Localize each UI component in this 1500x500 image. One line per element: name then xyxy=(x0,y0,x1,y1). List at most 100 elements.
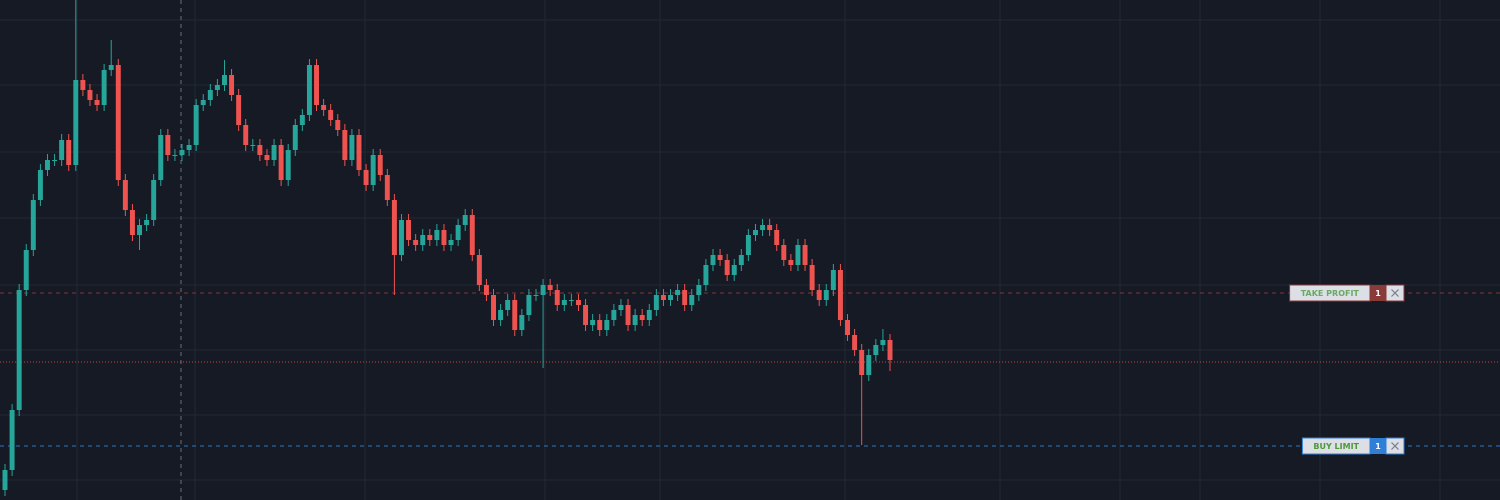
candle-body xyxy=(597,320,603,330)
candle-body xyxy=(342,130,348,160)
candle-body xyxy=(80,80,86,90)
candle-body xyxy=(568,300,574,301)
candle-body xyxy=(462,215,468,225)
candle-body xyxy=(59,140,65,160)
candle-body xyxy=(172,155,178,156)
candle-body xyxy=(788,260,794,265)
candle-body xyxy=(186,145,192,150)
candle-body xyxy=(866,355,872,375)
candle-body xyxy=(384,175,390,200)
candle-body xyxy=(165,135,171,155)
candle-body xyxy=(257,145,263,155)
candle-body xyxy=(660,295,666,300)
candle-body xyxy=(87,90,93,100)
candle-body xyxy=(356,135,362,170)
candle-body xyxy=(434,230,440,240)
candle-body xyxy=(547,285,553,290)
candle-body xyxy=(710,255,716,265)
candle-body xyxy=(207,90,213,100)
candle-body xyxy=(349,135,355,160)
candle-body xyxy=(448,240,454,245)
candle-body xyxy=(774,230,780,245)
candle-body xyxy=(845,320,850,335)
candle-body xyxy=(852,335,858,350)
candle-body xyxy=(455,225,461,240)
candle-body xyxy=(795,245,801,265)
candle-body xyxy=(767,225,773,230)
order-quantity-box xyxy=(1370,438,1386,454)
order-label[interactable]: TAKE PROFIT 1 xyxy=(1289,284,1405,302)
candle-body xyxy=(23,250,29,290)
candle-body xyxy=(115,65,121,180)
candle-body xyxy=(802,245,808,265)
candle-body xyxy=(505,300,511,310)
candle-body xyxy=(526,295,532,315)
order-quantity: 1 xyxy=(1375,442,1381,451)
candle-body xyxy=(887,340,893,360)
candle-body xyxy=(285,150,291,180)
candle-body xyxy=(363,170,369,185)
order-label-text: TAKE PROFIT xyxy=(1301,289,1360,298)
candle-body xyxy=(753,230,758,235)
candle-body xyxy=(413,240,419,245)
candle-body xyxy=(611,310,617,320)
candle-body xyxy=(498,310,504,320)
candle-body xyxy=(781,245,787,260)
candle-body xyxy=(144,220,150,225)
candle-body xyxy=(731,265,737,275)
candle-body xyxy=(469,215,475,255)
candle-body xyxy=(576,300,581,305)
candle-body xyxy=(94,100,100,105)
candle-body xyxy=(873,345,879,355)
candle-body xyxy=(561,300,567,305)
candle-body xyxy=(816,290,822,300)
candle-body xyxy=(328,110,334,120)
candle-body xyxy=(618,305,624,310)
candle-body xyxy=(724,260,730,275)
order-close-icon xyxy=(1391,289,1399,297)
candle-body xyxy=(583,305,589,325)
candle-body xyxy=(137,225,142,235)
candle-body xyxy=(179,150,185,155)
candle-body xyxy=(682,290,688,305)
candle-body xyxy=(837,270,843,320)
order-close-icon xyxy=(1391,442,1399,450)
candle-body xyxy=(292,125,298,150)
candle-body xyxy=(696,285,702,295)
candle-body xyxy=(823,290,829,300)
candle-body xyxy=(264,155,270,160)
candle-body xyxy=(129,210,135,235)
candle-body xyxy=(151,180,157,220)
candle-body xyxy=(200,100,206,105)
candle-body xyxy=(675,290,681,295)
candle-body xyxy=(101,70,107,105)
candle-body xyxy=(745,235,751,255)
candle-body xyxy=(52,160,58,161)
candle-body xyxy=(37,170,43,200)
order-quantity: 1 xyxy=(1375,289,1381,298)
candle-body xyxy=(441,230,447,245)
candle-body xyxy=(590,320,596,325)
order-label[interactable]: BUY LIMIT 1 xyxy=(1301,437,1405,455)
candle-body xyxy=(229,75,235,95)
candle-body xyxy=(299,115,305,125)
candle-body xyxy=(859,350,865,375)
candle-body xyxy=(122,180,128,210)
candle-body xyxy=(717,255,723,260)
candle-body xyxy=(321,105,327,110)
order-quantity-box xyxy=(1370,285,1386,301)
candle-body xyxy=(639,315,645,320)
candle-body xyxy=(2,470,8,490)
candle-body xyxy=(668,295,673,300)
candle-body xyxy=(604,320,610,330)
candle-body xyxy=(108,65,114,70)
candle-body xyxy=(519,315,525,330)
candle-body xyxy=(377,155,383,175)
candle-body xyxy=(278,145,284,180)
candle-body xyxy=(335,120,341,130)
candle-body xyxy=(370,155,376,185)
candle-body xyxy=(73,80,79,165)
candle-body xyxy=(420,235,426,245)
candle-body xyxy=(703,265,709,285)
